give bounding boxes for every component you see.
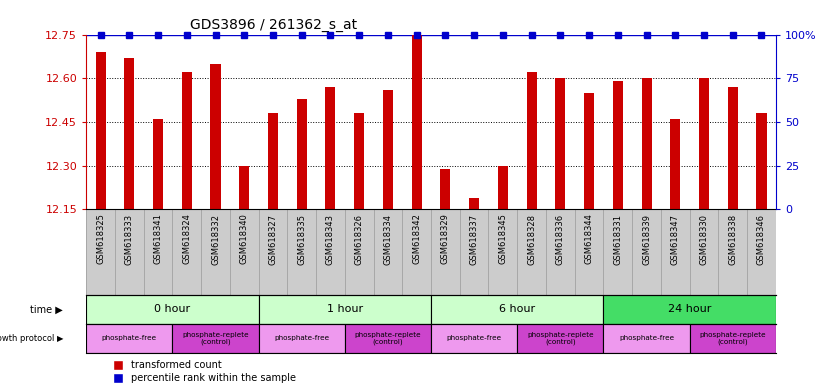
Bar	[95, 52, 106, 209]
Text: GSM618333: GSM618333	[125, 214, 134, 265]
Bar	[431, 324, 517, 353]
Bar	[641, 78, 652, 209]
Text: GSM618327: GSM618327	[268, 214, 277, 265]
Text: GSM618326: GSM618326	[355, 214, 364, 265]
Bar	[756, 113, 767, 209]
Text: GSM618347: GSM618347	[671, 214, 680, 265]
Bar	[383, 90, 393, 209]
Text: 6 hour: 6 hour	[499, 304, 535, 314]
Text: 1 hour: 1 hour	[327, 304, 363, 314]
Text: GSM618340: GSM618340	[240, 214, 249, 265]
Text: GSM618339: GSM618339	[642, 214, 651, 265]
Text: GSM618331: GSM618331	[613, 214, 622, 265]
Bar	[259, 324, 345, 353]
Text: GSM618335: GSM618335	[297, 214, 306, 265]
Text: time ▶: time ▶	[30, 304, 63, 314]
Text: phosphate-replete
(control): phosphate-replete (control)	[182, 332, 249, 345]
Bar	[181, 73, 192, 209]
Bar	[699, 78, 709, 209]
Text: GSM618332: GSM618332	[211, 214, 220, 265]
Bar	[153, 119, 163, 209]
Text: GSM618325: GSM618325	[96, 214, 105, 265]
Text: GSM618337: GSM618337	[470, 214, 479, 265]
Bar	[440, 169, 451, 209]
Bar	[86, 324, 172, 353]
Bar	[612, 81, 623, 209]
Legend: transformed count, percentile rank within the sample: transformed count, percentile rank withi…	[105, 356, 300, 384]
Text: phosphate-replete
(control): phosphate-replete (control)	[355, 332, 421, 345]
Text: GSM618330: GSM618330	[699, 214, 709, 265]
Text: GSM618324: GSM618324	[182, 214, 191, 265]
Bar	[296, 99, 307, 209]
Bar	[354, 113, 365, 209]
Text: GSM618344: GSM618344	[585, 214, 594, 265]
Text: GSM618341: GSM618341	[154, 214, 163, 265]
Bar	[469, 198, 479, 209]
Text: GSM618342: GSM618342	[412, 214, 421, 265]
Bar	[603, 295, 776, 324]
Bar	[86, 295, 259, 324]
Text: phosphate-free: phosphate-free	[447, 335, 502, 341]
Bar	[268, 113, 278, 209]
Bar	[603, 324, 690, 353]
Bar	[517, 324, 603, 353]
Text: 0 hour: 0 hour	[154, 304, 190, 314]
Bar	[172, 324, 259, 353]
Bar	[498, 166, 508, 209]
Text: phosphate-free: phosphate-free	[274, 335, 329, 341]
Bar	[210, 64, 221, 209]
Bar	[259, 295, 431, 324]
Bar	[690, 324, 776, 353]
Text: growth protocol ▶: growth protocol ▶	[0, 334, 63, 343]
Text: GSM618334: GSM618334	[383, 214, 392, 265]
Bar	[727, 87, 738, 209]
Bar	[239, 166, 250, 209]
Bar	[124, 58, 135, 209]
Bar	[584, 93, 594, 209]
Text: phosphate-free: phosphate-free	[102, 335, 157, 341]
Bar	[670, 119, 681, 209]
Text: GSM618329: GSM618329	[441, 214, 450, 265]
Text: phosphate-free: phosphate-free	[619, 335, 674, 341]
Text: phosphate-replete
(control): phosphate-replete (control)	[527, 332, 594, 345]
Text: 24 hour: 24 hour	[668, 304, 711, 314]
Text: GDS3896 / 261362_s_at: GDS3896 / 261362_s_at	[190, 18, 357, 32]
Text: GSM618346: GSM618346	[757, 214, 766, 265]
Bar	[526, 73, 537, 209]
Text: GSM618336: GSM618336	[556, 214, 565, 265]
Bar	[345, 324, 431, 353]
Bar	[411, 35, 422, 209]
Text: GSM618328: GSM618328	[527, 214, 536, 265]
Bar	[555, 78, 566, 209]
Bar	[325, 87, 336, 209]
Text: GSM618343: GSM618343	[326, 214, 335, 265]
Bar	[431, 295, 603, 324]
Text: GSM618338: GSM618338	[728, 214, 737, 265]
Text: GSM618345: GSM618345	[498, 214, 507, 265]
Text: phosphate-replete
(control): phosphate-replete (control)	[699, 332, 766, 345]
